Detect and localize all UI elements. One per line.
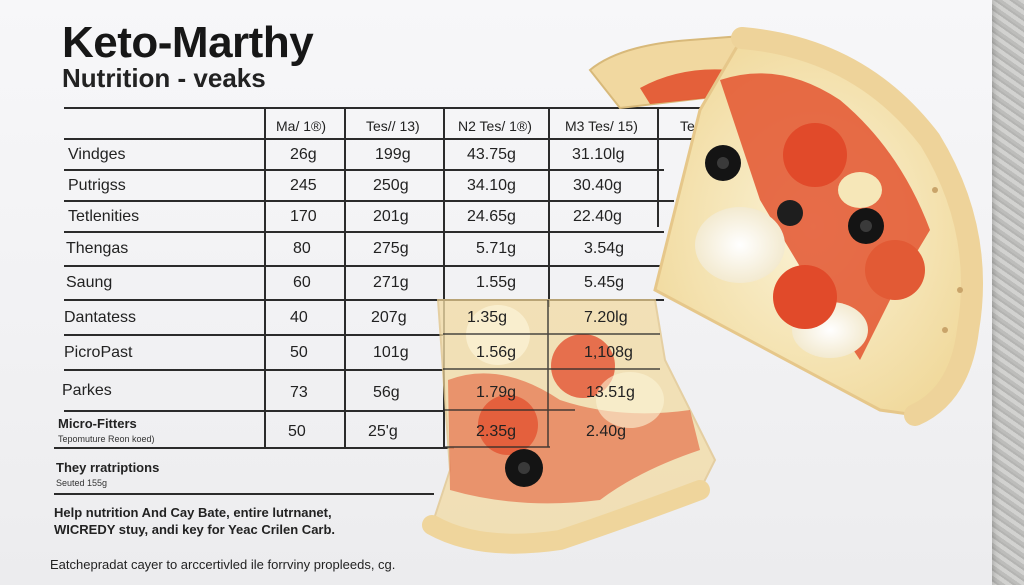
table-cell: 56g: [373, 384, 400, 401]
row-label: Micro-Fitters: [58, 416, 137, 431]
table-cell: 43.75g: [467, 146, 516, 163]
table-cell: 30.40g: [573, 177, 622, 194]
footer-heading: They rratriptions: [56, 460, 160, 475]
table-cell: 170: [290, 208, 317, 225]
table-cell: 2.35g: [476, 423, 517, 440]
row-label: Putrigss: [68, 177, 126, 194]
pizza-slice-large: [653, 27, 983, 426]
table-cell: 2.40g: [586, 423, 627, 440]
col-header-1: Ma/ 1®): [276, 118, 326, 134]
table-cell: 25'g: [368, 423, 398, 440]
col-header-3: N2 Tes/ 1®): [458, 118, 532, 134]
table-cell: 22.40g: [573, 208, 622, 225]
table-cell: 271g: [373, 274, 409, 291]
table-grid-overlay: [443, 300, 660, 448]
table-cell: 1.56g: [476, 344, 517, 361]
table-cell: 207g: [371, 309, 407, 326]
table-cell: 201g: [373, 208, 409, 225]
info-paragraph: Help nutrition And Cay Bate, entire lutr…: [54, 504, 335, 538]
pepperoni-icon: [773, 265, 837, 329]
table-cell: 275g: [373, 240, 409, 257]
table-cell: 26g: [290, 146, 317, 163]
footer-subtext: Seuted 155g: [56, 478, 108, 488]
table-cell: 40: [290, 309, 308, 326]
info-line-1: Help nutrition And Cay Bate, entire lutr…: [54, 505, 332, 520]
row-label: Parkes: [62, 382, 112, 399]
table-cell: 250g: [373, 177, 409, 194]
table-cell: 50: [288, 423, 306, 440]
table-cell: 245: [290, 177, 317, 194]
mozzarella-icon: [695, 207, 785, 283]
table-cell: 1.79g: [476, 384, 517, 401]
pepperoni-icon: [865, 240, 925, 300]
table-cell: 1.55g: [476, 274, 517, 291]
col-header-4: M3 Tes/ 15): [565, 118, 638, 134]
pepperoni-icon: [551, 334, 615, 398]
table-cell: 7.20lg: [584, 309, 628, 326]
row-sublabel: Tepomuture Reon koed): [58, 434, 155, 444]
table-cell: 24.65g: [467, 208, 516, 225]
table-cell: 34.10g: [467, 177, 516, 194]
pepperoni-icon: [783, 123, 847, 187]
table-cell: 5.71g: [476, 240, 517, 257]
table-cell: 199g: [375, 146, 411, 163]
table-cell: 101g: [373, 344, 409, 361]
table-cell: 1,108g: [584, 344, 633, 361]
olive-icon: [777, 200, 803, 226]
row-label: Vindges: [68, 146, 126, 163]
row-label: Tetlenities: [68, 208, 140, 225]
page-subtitle: Nutrition - veaks: [62, 63, 266, 93]
table-cell: 60: [293, 274, 311, 291]
info-line-2: WICREDY stuy, andi key for Yeac Crilen C…: [54, 522, 336, 537]
pizza-slice-small: [422, 299, 717, 554]
table-cell: 50: [290, 344, 308, 361]
row-label: Dantatess: [64, 309, 137, 326]
row-label: Saung: [66, 274, 113, 291]
row-label: Thengas: [66, 240, 129, 257]
table-cell: 80: [293, 240, 311, 257]
page-title: Keto-Marthy: [62, 18, 314, 67]
bottom-note: Eatchepradat cayer to arccertivled ile f…: [50, 557, 396, 572]
table-cell: 5.45g: [584, 274, 625, 291]
row-label: PicroPast: [64, 344, 133, 361]
table-cell: 1.35g: [467, 309, 508, 326]
table-cell: 73: [290, 384, 308, 401]
col-header-2: Tes// 13): [366, 118, 420, 134]
table-cell: 31.10lg: [572, 146, 625, 163]
table-cell: 3.54g: [584, 240, 625, 257]
table-cell: 13.51g: [586, 384, 635, 401]
